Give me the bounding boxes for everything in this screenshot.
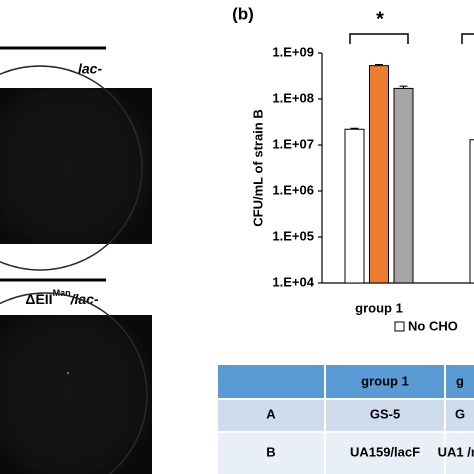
table-header: [218, 365, 474, 399]
panel-label: (b): [232, 4, 254, 23]
table-cell: UA159/lacF: [350, 444, 420, 459]
plate-rim: [0, 292, 148, 474]
table-row-label: A: [266, 406, 276, 421]
legend-swatch: [394, 321, 405, 332]
table-row-label: B: [266, 444, 275, 459]
y-tick-label: 1.E+09: [272, 44, 314, 59]
y-tick-label: 1.E+08: [272, 90, 314, 105]
error-bar: [350, 127, 359, 130]
label-rest: /lac-: [70, 291, 99, 307]
colony: [66, 371, 70, 375]
y-tick-label: 1.E+05: [272, 228, 314, 243]
panel-label: lac-: [78, 61, 102, 77]
label-sup: Man: [53, 288, 71, 298]
table-cell: UA1 /m: [438, 444, 474, 459]
bar: [369, 65, 389, 284]
y-tick-label: 1.E+07: [272, 136, 314, 151]
x-tick-label: group 1: [355, 300, 403, 315]
table-cell: GS-5: [370, 406, 400, 421]
table-header-cell: g: [456, 373, 464, 388]
table: group 1 g A GS-5 G B UA159/lacF UA1 /m: [218, 365, 474, 474]
significance-mark: *: [376, 8, 384, 30]
error-bar: [399, 85, 408, 89]
bar: [393, 87, 414, 284]
table-header-cell: group 1: [361, 373, 409, 388]
plate-rim: [0, 65, 143, 271]
legend-label: No CHO: [408, 318, 458, 333]
bar: [344, 128, 365, 284]
y-tick-label: 1.E+06: [272, 182, 314, 197]
error-bar: [375, 63, 383, 66]
y-tick-label: 1.E+04: [272, 274, 314, 289]
label-main: ΔEII: [25, 291, 52, 307]
panel-label: ΔEIIMan/lac-: [25, 288, 99, 306]
table-row: [218, 399, 474, 432]
plate-image: [0, 315, 152, 474]
table-row: [218, 432, 474, 474]
y-axis-title: CFU/mL of strain B: [250, 109, 265, 227]
bar: [469, 139, 474, 284]
significance-bracket: [461, 33, 474, 44]
significance-bracket: [349, 33, 409, 44]
plate-image: [0, 88, 152, 244]
table-cell: G: [455, 406, 465, 421]
